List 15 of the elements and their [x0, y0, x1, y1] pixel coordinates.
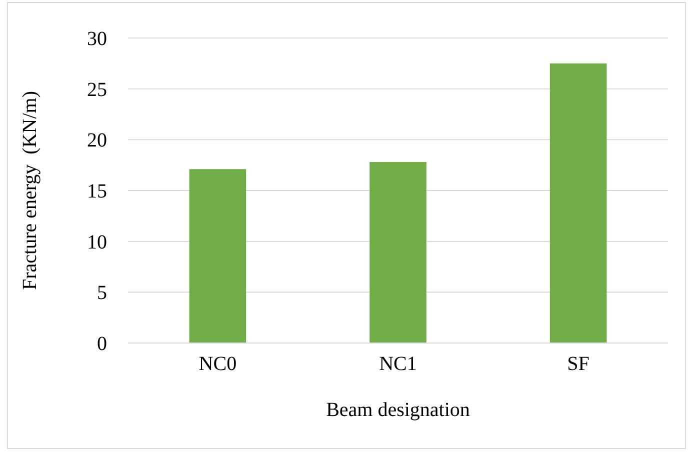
y-tick-label: 30 — [87, 28, 107, 50]
x-tick-label: SF — [567, 353, 590, 375]
y-tick-label: 20 — [87, 130, 107, 152]
x-axis-title: Beam designation — [326, 399, 470, 421]
y-tick-label: 25 — [87, 78, 107, 101]
y-tick-label: 5 — [97, 282, 107, 304]
y-tick-label: 10 — [87, 231, 107, 254]
x-tick-label: NC1 — [379, 353, 417, 375]
y-tick-label: 15 — [87, 180, 107, 202]
x-tick-label: NC0 — [198, 353, 237, 375]
y-axis-title: Fracture energy (KN/m) — [19, 90, 41, 290]
bar — [189, 169, 246, 343]
bar — [550, 63, 607, 343]
bar — [370, 162, 426, 343]
y-tick-label: 0 — [97, 333, 107, 355]
